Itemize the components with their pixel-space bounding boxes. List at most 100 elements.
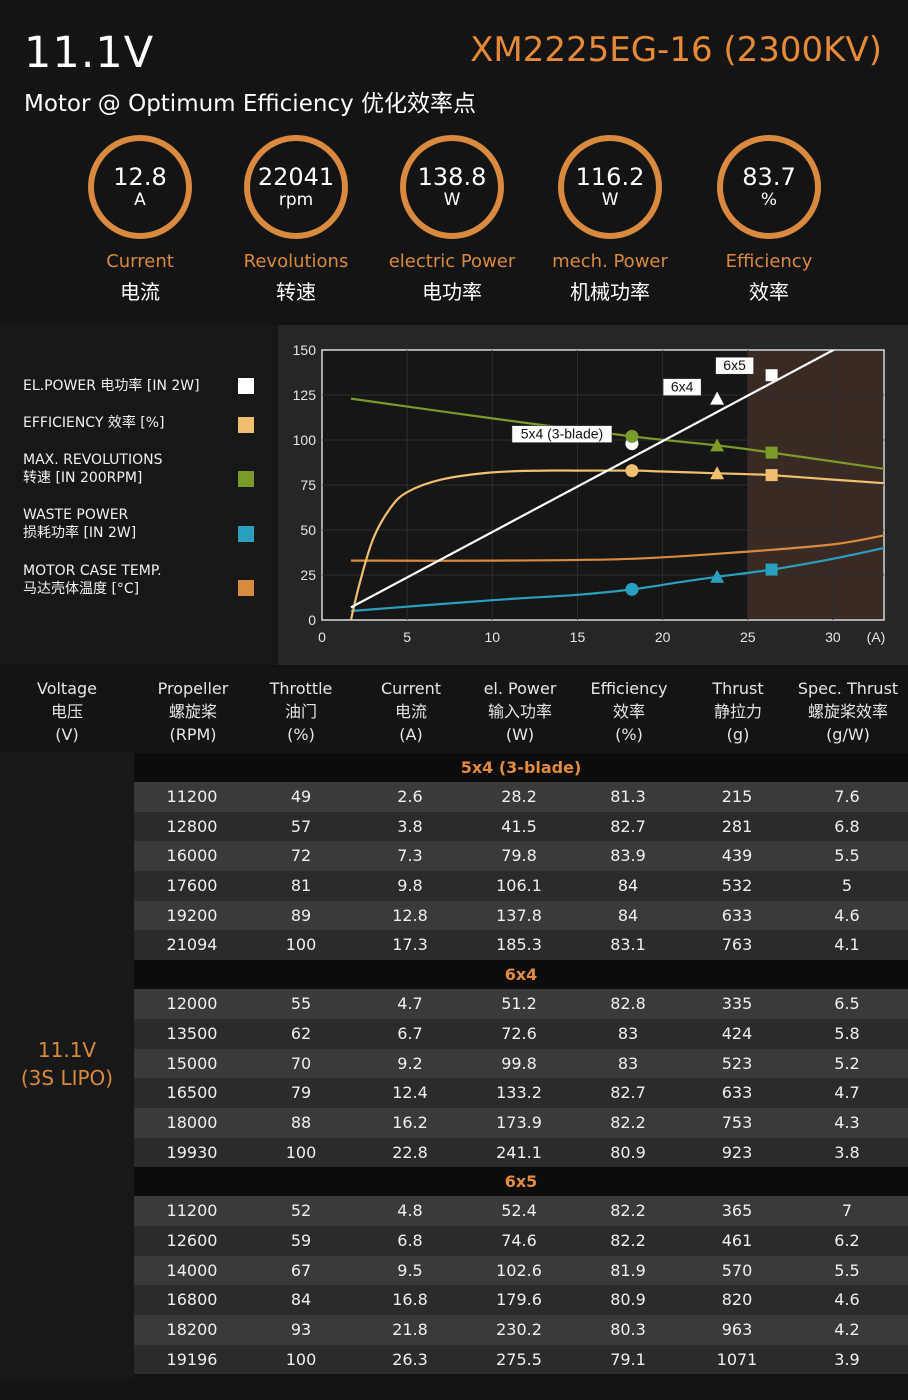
table-cell: 6.8	[834, 816, 860, 836]
table-cell: 2.6	[397, 787, 423, 806]
col-header-line: (A)	[399, 725, 423, 744]
table-cell: 4.3	[834, 1112, 860, 1132]
col-header-line: Voltage	[36, 679, 97, 698]
legend-swatch-orange	[238, 580, 254, 596]
table-group-header: 6x4	[134, 960, 908, 990]
table-cell: 67	[290, 1260, 312, 1280]
table-cell: 179.6	[496, 1290, 542, 1310]
col-header-line: 螺旋桨效率	[807, 702, 888, 721]
table-cell: 21094	[166, 935, 218, 955]
table-cell: 83	[617, 1023, 639, 1043]
table-cell: 439	[721, 846, 753, 866]
y-tick-label: 0	[308, 612, 316, 628]
table-cell: 13500	[166, 1023, 218, 1043]
table-cell: 72.6	[501, 1023, 537, 1043]
table-cell: 52.4	[501, 1201, 537, 1221]
table-cell: 4.1	[834, 935, 860, 955]
table-cell: 763	[721, 935, 753, 955]
table-cell: 89	[290, 905, 312, 925]
table-cell: 275.5	[496, 1349, 542, 1369]
table-cell: 461	[721, 1230, 753, 1250]
table-cell: 753	[721, 1112, 753, 1132]
table-cell: 72	[290, 846, 312, 866]
y-tick-label: 50	[300, 522, 316, 538]
table-group-header: 6x5	[134, 1167, 908, 1197]
gauge-label-cn: 电流	[120, 280, 160, 304]
table-cell: 173.9	[496, 1112, 542, 1132]
table-row: 12600 59 6.8 74.6 82.2 461 6.2	[134, 1225, 908, 1256]
col-header-line: (%)	[287, 725, 315, 744]
gauge-label-cn: 转速	[276, 280, 316, 304]
table-row: 12800 57 3.8 41.5 82.7 281 6.8	[134, 811, 908, 842]
col-header-line: 电压	[50, 702, 83, 721]
annotation-box	[715, 356, 754, 375]
legend-label: MAX. REVOLUTIONS	[23, 452, 163, 468]
marker-triangle	[710, 466, 725, 480]
table-row: 18200 93 21.8 230.2 80.3 963 4.2	[134, 1315, 908, 1345]
table-row: 18000 88 16.2 173.9 82.2 753 4.3	[134, 1107, 908, 1138]
table-row: 11200 49 2.6 28.2 81.3 215 7.6	[134, 782, 908, 812]
gauge-ring: 138.8 W	[400, 135, 504, 239]
motor-model-title: XM2225EG-16 (2300KV)	[470, 30, 882, 70]
table-cell: 12000	[166, 994, 218, 1014]
gauge-ring: 83.7 %	[717, 135, 821, 239]
table-cell: 4.7	[834, 1083, 860, 1103]
table-cell: 633	[721, 905, 753, 925]
series-line-revolutions	[350, 397, 884, 470]
chart-legend: EL.POWER 电功率 [IN 2W] EFFICIENCY 效率 [%] M…	[0, 325, 278, 665]
series-line-efficiency	[349, 469, 884, 620]
gauge-label-cn: 电功率	[422, 280, 482, 304]
col-header-line: (W)	[505, 725, 535, 744]
gauge-label-en: Current	[106, 251, 174, 272]
table-cell: 18200	[166, 1320, 218, 1339]
voltage-cell-line1: 11.1V	[37, 1038, 97, 1062]
gauge-efficiency: 83.7 % Efficiency 效率	[689, 135, 849, 305]
table-cell: 79.8	[501, 846, 537, 866]
table-row: 21094 100 17.3 185.3 83.1 763 4.1	[134, 930, 908, 961]
table-cell: 820	[721, 1290, 753, 1310]
table-group-header: 5x4 (3-blade)	[134, 753, 908, 782]
table-cell: 21.8	[392, 1320, 428, 1339]
table-cell: 49	[290, 787, 312, 806]
table-cell: 12800	[166, 816, 218, 836]
table-cell: 84	[290, 1290, 312, 1310]
table-row: 16800 84 16.8 179.6 80.9 820 4.6	[134, 1285, 908, 1315]
gauge-label-en: Efficiency	[725, 251, 813, 272]
table-row: 15000 70 9.2 99.8 83 523 5.2	[134, 1048, 908, 1079]
col-header-line: 电流	[394, 702, 427, 721]
table-cell: 3.8	[834, 1142, 860, 1162]
col-header-line: 效率	[612, 702, 645, 721]
x-tick-label: 30	[825, 629, 841, 645]
col-header-line: el. Power	[483, 679, 557, 698]
table-cell: 18000	[166, 1112, 218, 1132]
table-cell: 4.8	[397, 1201, 423, 1221]
x-axis-unit: (A)	[867, 629, 886, 645]
legend-swatch-green	[238, 471, 254, 487]
table-row: 19930 100 22.8 241.1 80.9 923 3.8	[134, 1137, 908, 1168]
col-header-line: 螺旋桨	[168, 702, 217, 721]
table-cell: 7.3	[397, 846, 423, 866]
col-header-spec-thrust: Spec. Thrust 螺旋桨效率 (g/W)	[792, 677, 904, 746]
table-cell: 100	[285, 935, 317, 955]
legend-item-revolutions: MAX. REVOLUTIONS 转速 [IN 200RPM]	[23, 451, 273, 487]
table-cell: 633	[721, 1083, 753, 1103]
annotation-box	[511, 425, 613, 443]
table-cell: 16000	[166, 846, 218, 866]
table-cell: 84	[617, 876, 639, 896]
gauge-ring: 116.2 W	[558, 135, 662, 239]
table-cell: 57	[290, 816, 312, 836]
table-cell: 281	[721, 816, 753, 836]
legend-label-2: 马达壳体温度 [°C]	[23, 581, 140, 597]
chart-svg: 0 25 50 75 100 125 150 0 5 10 15 20 25 30 (A) 5x4 (3-bl…	[293, 342, 886, 645]
x-tick-label: 0	[318, 629, 326, 645]
table-cell: 62	[290, 1023, 312, 1043]
voltage-title: 11.1V	[24, 28, 155, 78]
table-cell: 523	[721, 1053, 753, 1073]
table-cell: 83.1	[610, 935, 646, 955]
col-header-efficiency: Efficiency 效率 (%)	[574, 677, 684, 746]
table-cell: 5	[841, 876, 853, 896]
table-cell: 82.8	[610, 994, 646, 1014]
table-row: 14000 67 9.5 102.6 81.9 570 5.5	[134, 1255, 908, 1286]
table-cell: 82.7	[610, 1083, 646, 1103]
table-cell: 923	[721, 1142, 753, 1162]
